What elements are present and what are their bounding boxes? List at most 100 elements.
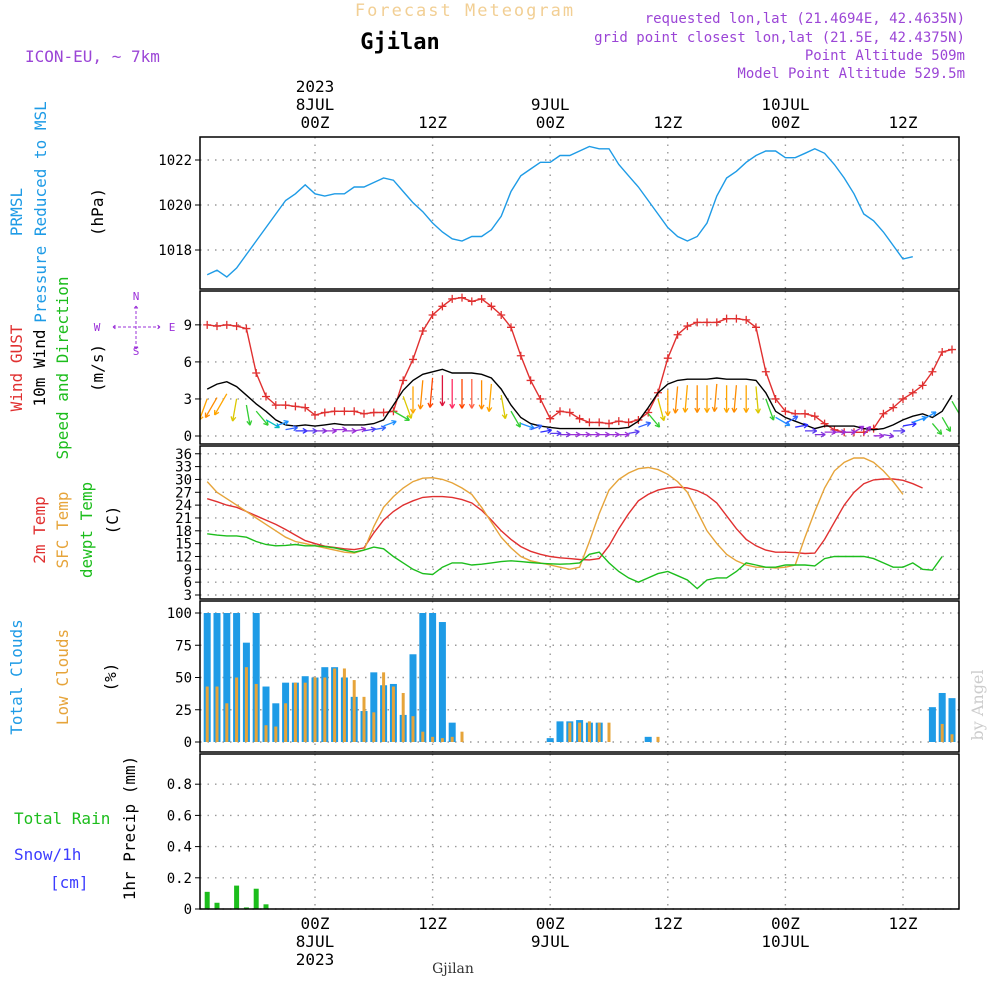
- bar-low-clouds: [450, 736, 454, 742]
- plot-area: [200, 885, 959, 909]
- wind-arrow: [873, 432, 885, 439]
- wind-arrow: [468, 379, 475, 409]
- bar-total-clouds: [409, 654, 417, 742]
- time-label-bottom: 00Z: [771, 914, 800, 933]
- wind-arrow: [731, 385, 738, 413]
- wind-arrow: [500, 394, 508, 420]
- panel-precip: 0 0.2 0.4 0.6 0.8: [167, 753, 960, 918]
- bar-total-clouds: [262, 686, 270, 742]
- bar-total-clouds: [556, 721, 564, 742]
- gust-marker: [399, 376, 408, 385]
- y-tick-label: 25: [175, 703, 192, 719]
- y-tick-label: 3: [184, 588, 192, 604]
- wind-unit: (m/s): [88, 344, 107, 392]
- y-tick-label: 30: [175, 472, 192, 488]
- bar-low-clouds: [587, 721, 591, 742]
- bar-low-clouds: [244, 667, 248, 742]
- bar-total-clouds: [938, 692, 946, 742]
- precip-unit: 1hr Precip (mm): [120, 756, 139, 901]
- wind-arrow: [618, 431, 630, 438]
- wind-arrow: [682, 385, 689, 413]
- wind-arrow: [755, 386, 761, 414]
- y-tick-label: 6: [184, 575, 192, 591]
- wind-arrow: [647, 413, 661, 428]
- gust-marker: [614, 417, 623, 426]
- pressure-unit: (hPa): [88, 188, 107, 236]
- gust-marker: [908, 388, 917, 397]
- wind-arrow: [723, 385, 730, 413]
- bar-total-clouds: [419, 613, 427, 742]
- gust-marker: [232, 322, 241, 331]
- series-10m-wind: [206, 368, 953, 431]
- gust-marker: [938, 348, 947, 357]
- wind-arrow: [853, 425, 865, 433]
- bar-total-clouds: [213, 613, 221, 742]
- bar-low-clouds: [235, 677, 239, 742]
- bar-low-clouds: [254, 683, 258, 742]
- chart-panels: 1018102010220369369121518212427303336025…: [0, 101, 960, 918]
- model-label: ICON-EU, ~ 7km: [25, 47, 160, 66]
- bar-low-clouds: [264, 725, 268, 742]
- chart-title: Forecast Meteogram: [355, 1, 575, 21]
- plot-area: [0, 613, 956, 742]
- gust-marker: [801, 409, 809, 418]
- y-tick-label: 0.2: [167, 871, 192, 887]
- gust-marker: [605, 419, 613, 428]
- gust-marker: [575, 414, 584, 423]
- gust-marker: [467, 297, 476, 306]
- y-tick-label: 0: [184, 902, 192, 918]
- time-label-bottom: 10JUL: [761, 932, 809, 951]
- y-tick-label: 33: [175, 460, 192, 476]
- bar-low-clouds: [607, 722, 611, 742]
- series-wind-gust: [207, 296, 953, 433]
- gust-marker: [693, 318, 702, 327]
- wind-arrow: [785, 415, 799, 425]
- wind-arrow: [569, 431, 581, 438]
- gust-marker: [585, 418, 594, 427]
- gust-marker: [271, 401, 280, 410]
- gust-marker: [203, 320, 212, 329]
- gust-marker: [556, 407, 564, 416]
- wind-arrow: [478, 380, 485, 410]
- wind-arrow: [765, 398, 775, 421]
- precip-title-rain: Total Rain: [14, 809, 110, 828]
- compass-n: N: [133, 290, 140, 303]
- gust-marker: [918, 381, 927, 390]
- wind-arrow: [285, 425, 299, 432]
- model-altitude: Model Point Altitude 529.5m: [737, 66, 965, 82]
- gust-marker: [546, 414, 555, 423]
- wind-arrow: [439, 375, 446, 407]
- bar-low-clouds: [333, 668, 337, 742]
- series-sfc-temp: [206, 457, 904, 571]
- bar-total-rain: [243, 907, 249, 909]
- bar-low-clouds: [421, 731, 425, 742]
- bar-total-clouds: [0, 721, 7, 742]
- bar-total-clouds: [252, 613, 260, 742]
- wind-arrow: [402, 396, 413, 419]
- wind-arrow: [883, 432, 895, 439]
- gust-marker: [320, 408, 329, 417]
- wind-arrow: [383, 419, 397, 427]
- gust-marker: [742, 315, 751, 324]
- gust-marker: [428, 310, 437, 319]
- gust-marker: [732, 314, 741, 323]
- gust-marker: [810, 412, 819, 421]
- wind-arrow: [530, 424, 543, 431]
- bar-low-clouds: [362, 696, 366, 742]
- time-label-bottom: 2023: [296, 950, 335, 969]
- gust-marker: [948, 345, 956, 354]
- series-dewpt-temp: [207, 533, 943, 590]
- gust-marker: [291, 402, 300, 411]
- wind-arrow: [795, 422, 809, 429]
- gust-marker: [507, 323, 515, 332]
- time-label-bottom: 9JUL: [531, 932, 570, 951]
- panel-frame: [199, 290, 960, 445]
- bar-total-rain: [263, 904, 269, 909]
- pressure-title-2: Pressure Reduced to MSL: [31, 101, 50, 323]
- time-label-top: 8JUL: [296, 95, 335, 114]
- gust-marker: [438, 302, 447, 311]
- wind-arrow: [213, 393, 228, 416]
- gust-marker: [889, 403, 898, 412]
